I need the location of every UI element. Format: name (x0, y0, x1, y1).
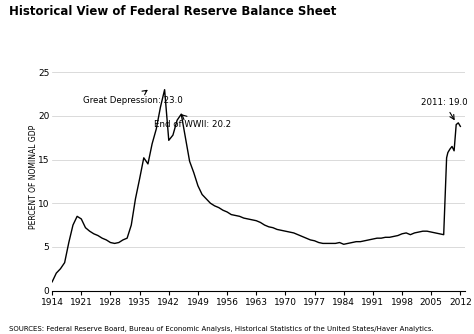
Text: SOURCES: Federal Reserve Board, Bureau of Economic Analysis, Historical Statisti: SOURCES: Federal Reserve Board, Bureau o… (9, 326, 434, 332)
Text: Great Depression: 23.0: Great Depression: 23.0 (83, 91, 183, 105)
Text: End of WWII: 20.2: End of WWII: 20.2 (154, 115, 231, 129)
Text: 2011: 19.0: 2011: 19.0 (421, 98, 467, 120)
Text: Historical View of Federal Reserve Balance Sheet: Historical View of Federal Reserve Balan… (9, 5, 337, 18)
Y-axis label: PERCENT OF NOMINAL GDP: PERCENT OF NOMINAL GDP (29, 125, 38, 229)
